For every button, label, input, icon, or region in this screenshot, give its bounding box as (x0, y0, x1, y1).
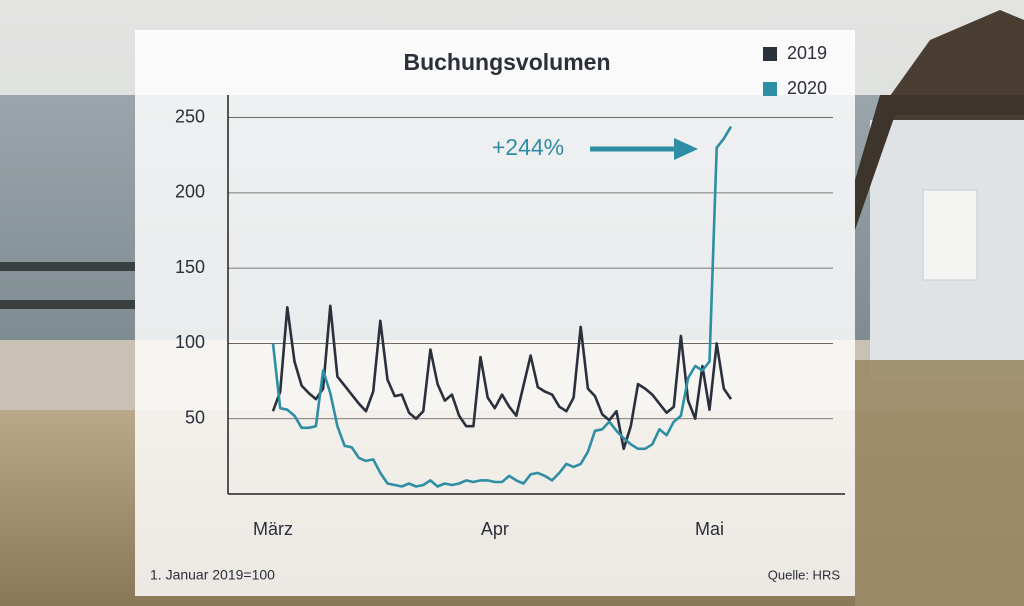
source: Quelle: HRS (768, 567, 841, 582)
legend-swatch (763, 47, 777, 61)
y-tick-label: 200 (175, 182, 205, 202)
x-tick-label: Apr (481, 519, 509, 539)
chart-title: Buchungsvolumen (403, 49, 610, 75)
series-line (271, 125, 733, 488)
y-tick-label: 50 (185, 407, 205, 427)
note: 1. Januar 2019=100 (150, 567, 275, 583)
x-tick-label: Mai (695, 519, 724, 539)
annotation: +244% (492, 134, 564, 160)
chart-panel (135, 30, 855, 596)
y-tick-label: 150 (175, 257, 205, 277)
legend-label: 2019 (787, 43, 827, 63)
y-tick-label: 100 (175, 332, 205, 352)
y-tick-label: 250 (175, 106, 205, 126)
x-tick-label: März (253, 519, 293, 539)
chart: Buchungsvolumen 1. Januar 2019=100 Quell… (150, 43, 845, 583)
series-line (271, 304, 733, 451)
annotation-arrowhead (674, 138, 698, 160)
legend-label: 2020 (787, 78, 827, 98)
legend-swatch (763, 82, 777, 96)
